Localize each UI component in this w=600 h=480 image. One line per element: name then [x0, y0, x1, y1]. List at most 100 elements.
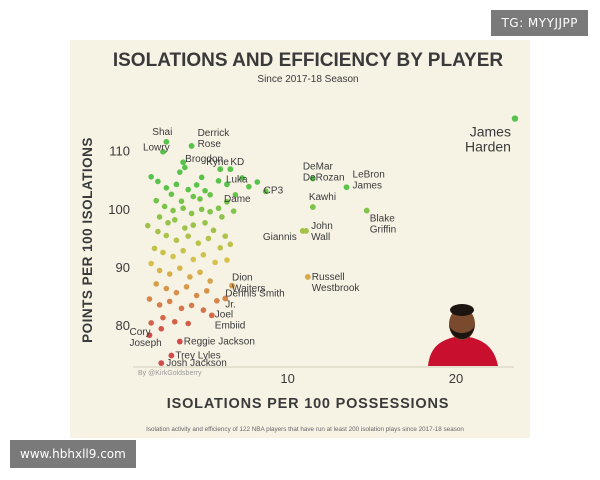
data-point: [207, 192, 213, 198]
data-point: [176, 265, 183, 271]
point-labels: James Harden Shai Derrick Rose Lowry BrogdonKy…: [129, 124, 510, 370]
data-point-labeled: [222, 295, 229, 302]
data-point-labeled: [343, 184, 350, 191]
data-point: [214, 297, 220, 304]
data-point: [166, 271, 173, 277]
y-tick-label: 100: [108, 202, 130, 217]
data-point: [168, 191, 175, 198]
data-point: [180, 247, 186, 254]
data-point: [182, 164, 188, 171]
data-point: [151, 245, 158, 252]
data-point: [182, 225, 188, 231]
data-point: [183, 284, 190, 290]
data-point: [171, 217, 178, 223]
data-point: [232, 192, 239, 198]
data-point-labeled: [208, 312, 215, 319]
data-point: [212, 259, 218, 266]
data-point: [246, 183, 252, 190]
data-point: [195, 240, 202, 246]
data-point: [144, 222, 151, 229]
point-label: Reggie Jackson: [184, 337, 255, 348]
data-point: [153, 197, 160, 204]
point-label: James Harden: [465, 124, 511, 155]
point-label: Brogdon: [185, 154, 223, 165]
data-point: [215, 178, 222, 184]
point-label: Giannis: [263, 232, 297, 243]
data-point: [193, 292, 200, 299]
data-point-labeled: [309, 204, 316, 210]
data-point: [200, 307, 207, 313]
point-label: Kawhi: [309, 192, 336, 203]
data-point: [198, 174, 205, 181]
data-point-labeled: [160, 148, 166, 155]
data-point: [155, 178, 161, 185]
point-label: Blake Griffin: [370, 214, 397, 236]
data-point: [146, 296, 153, 302]
point-label: Dame: [224, 194, 251, 205]
data-point: [193, 182, 200, 188]
data-point-labeled: [158, 360, 165, 366]
data-point: [178, 198, 185, 205]
data-point-labeled: [511, 115, 519, 122]
data-point: [239, 175, 245, 181]
data-point: [185, 186, 192, 193]
point-label: Kyrie: [206, 157, 229, 168]
data-point: [254, 179, 261, 185]
point-label: Shai: [152, 127, 172, 138]
data-point: [155, 228, 161, 235]
chart-title: ISOLATIONS AND EFFICIENCY BY PLAYER: [113, 50, 504, 71]
data-point-labeled: [304, 274, 311, 280]
point-label: Russell Westbrook: [312, 272, 361, 294]
data-point: [170, 207, 176, 214]
data-point: [153, 281, 160, 287]
x-axis-ticks: 10 20: [280, 371, 463, 386]
data-points: [144, 115, 519, 366]
data-point: [205, 235, 212, 242]
data-point: [163, 285, 170, 292]
scatter-chart: ISOLATIONS AND EFFICIENCY BY PLAYER Sinc…: [80, 50, 519, 433]
data-point: [200, 251, 207, 258]
point-label: KD: [230, 157, 244, 168]
data-point: [222, 233, 229, 239]
data-point-labeled: [224, 198, 230, 205]
y-tick-label: 110: [109, 144, 130, 159]
data-point-labeled: [262, 188, 269, 195]
x-axis-label: ISOLATIONS PER 100 POSSESSIONS: [167, 396, 449, 412]
data-point: [207, 208, 213, 215]
point-label: Derrick Rose: [198, 128, 231, 150]
data-point-labeled: [163, 138, 170, 145]
chart-credit: By @KirkGoldsberry: [138, 370, 202, 377]
chart-footnote: Isolation activity and efficiency of 122…: [146, 426, 464, 433]
y-tick-label: 80: [116, 318, 130, 333]
data-point: [165, 219, 171, 226]
point-label: CP3: [264, 185, 284, 196]
data-point-labeled: [146, 332, 153, 339]
data-point: [190, 256, 197, 263]
data-point: [170, 253, 176, 260]
data-point: [190, 193, 197, 200]
data-point-labeled: [309, 175, 316, 182]
data-point: [173, 181, 180, 188]
data-point: [185, 233, 192, 239]
data-point: [197, 269, 203, 276]
point-label: LeBron James: [353, 169, 385, 191]
watermark-bottom: www.hbhxll9.com: [10, 440, 136, 468]
x-tick-label: 20: [449, 371, 463, 386]
point-label: Dennis Smith Jr.: [225, 288, 284, 310]
point-label: Luka: [226, 174, 248, 185]
data-point: [156, 302, 163, 308]
data-point: [198, 206, 205, 213]
point-label: Josh Jackson: [166, 358, 227, 369]
data-point: [203, 288, 210, 294]
data-point: [148, 260, 154, 267]
data-point: [148, 173, 154, 180]
data-point: [215, 205, 222, 212]
data-point: [161, 203, 168, 210]
y-tick-label: 90: [116, 260, 130, 275]
data-point: [224, 257, 230, 263]
data-point-labeled: [188, 143, 195, 149]
data-point: [230, 208, 237, 214]
data-point-labeled: [176, 338, 183, 345]
data-point: [173, 237, 180, 244]
data-point: [178, 305, 185, 312]
